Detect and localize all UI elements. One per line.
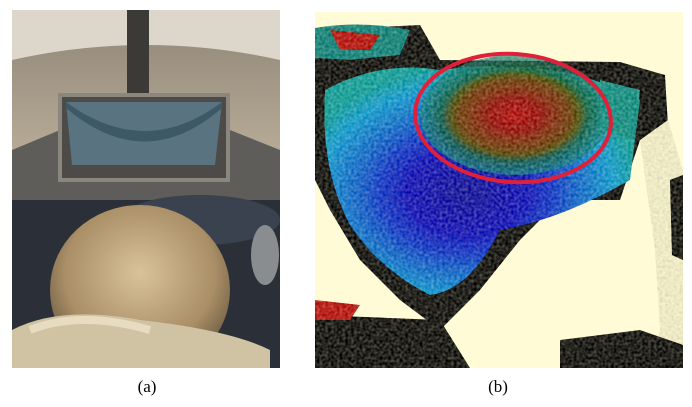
page: (a) (b) (() => { const data = JSON.parse… (0, 0, 692, 407)
caption: (b) (488, 377, 508, 396)
panel-b-image (315, 12, 683, 368)
panel-a-image (12, 0, 280, 375)
caption: (a) (138, 377, 157, 396)
figure: (a) (b) (0, 0, 692, 407)
